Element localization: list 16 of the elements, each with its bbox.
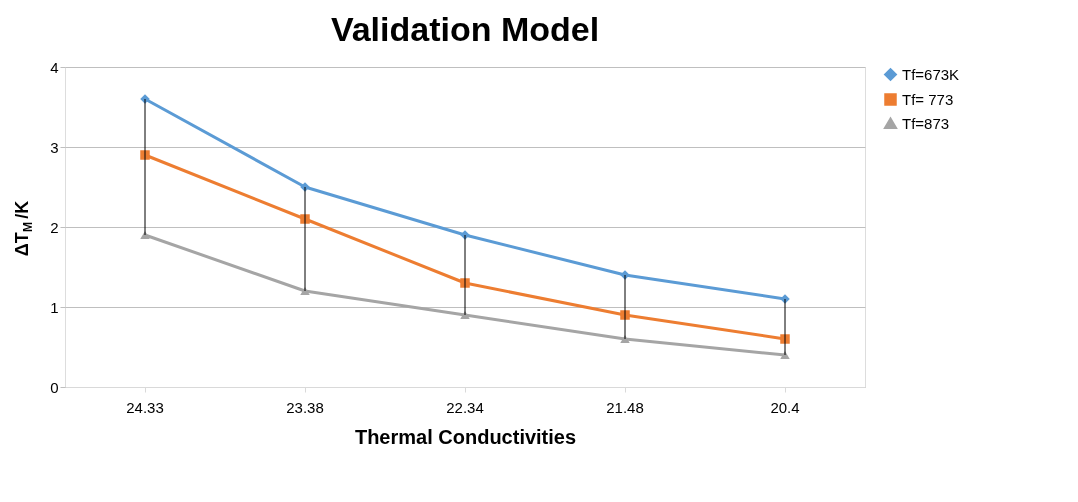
legend-label: Tf= 773 xyxy=(902,90,954,108)
legend-label: Tf=873 xyxy=(902,114,950,132)
y-tick-label: 4 xyxy=(50,58,59,76)
y-axis-title: ΔTM/K xyxy=(12,200,35,257)
x-tick-label: 23.38 xyxy=(286,398,324,416)
x-tick-label: 20.4 xyxy=(770,398,800,416)
x-tick-label: 21.48 xyxy=(606,398,644,416)
y-tick-label: 0 xyxy=(50,378,59,396)
chart-title: Validation Model xyxy=(330,10,600,48)
y-tick-label: 3 xyxy=(50,138,59,156)
x-tick-label: 22.34 xyxy=(446,398,484,416)
y-tick-label: 1 xyxy=(50,298,59,316)
x-axis-title: Thermal Conductivities xyxy=(354,425,577,448)
y-tick-label: 2 xyxy=(50,218,59,236)
x-tick-label: 24.33 xyxy=(126,398,164,416)
legend-label: Tf=673K xyxy=(902,65,960,83)
